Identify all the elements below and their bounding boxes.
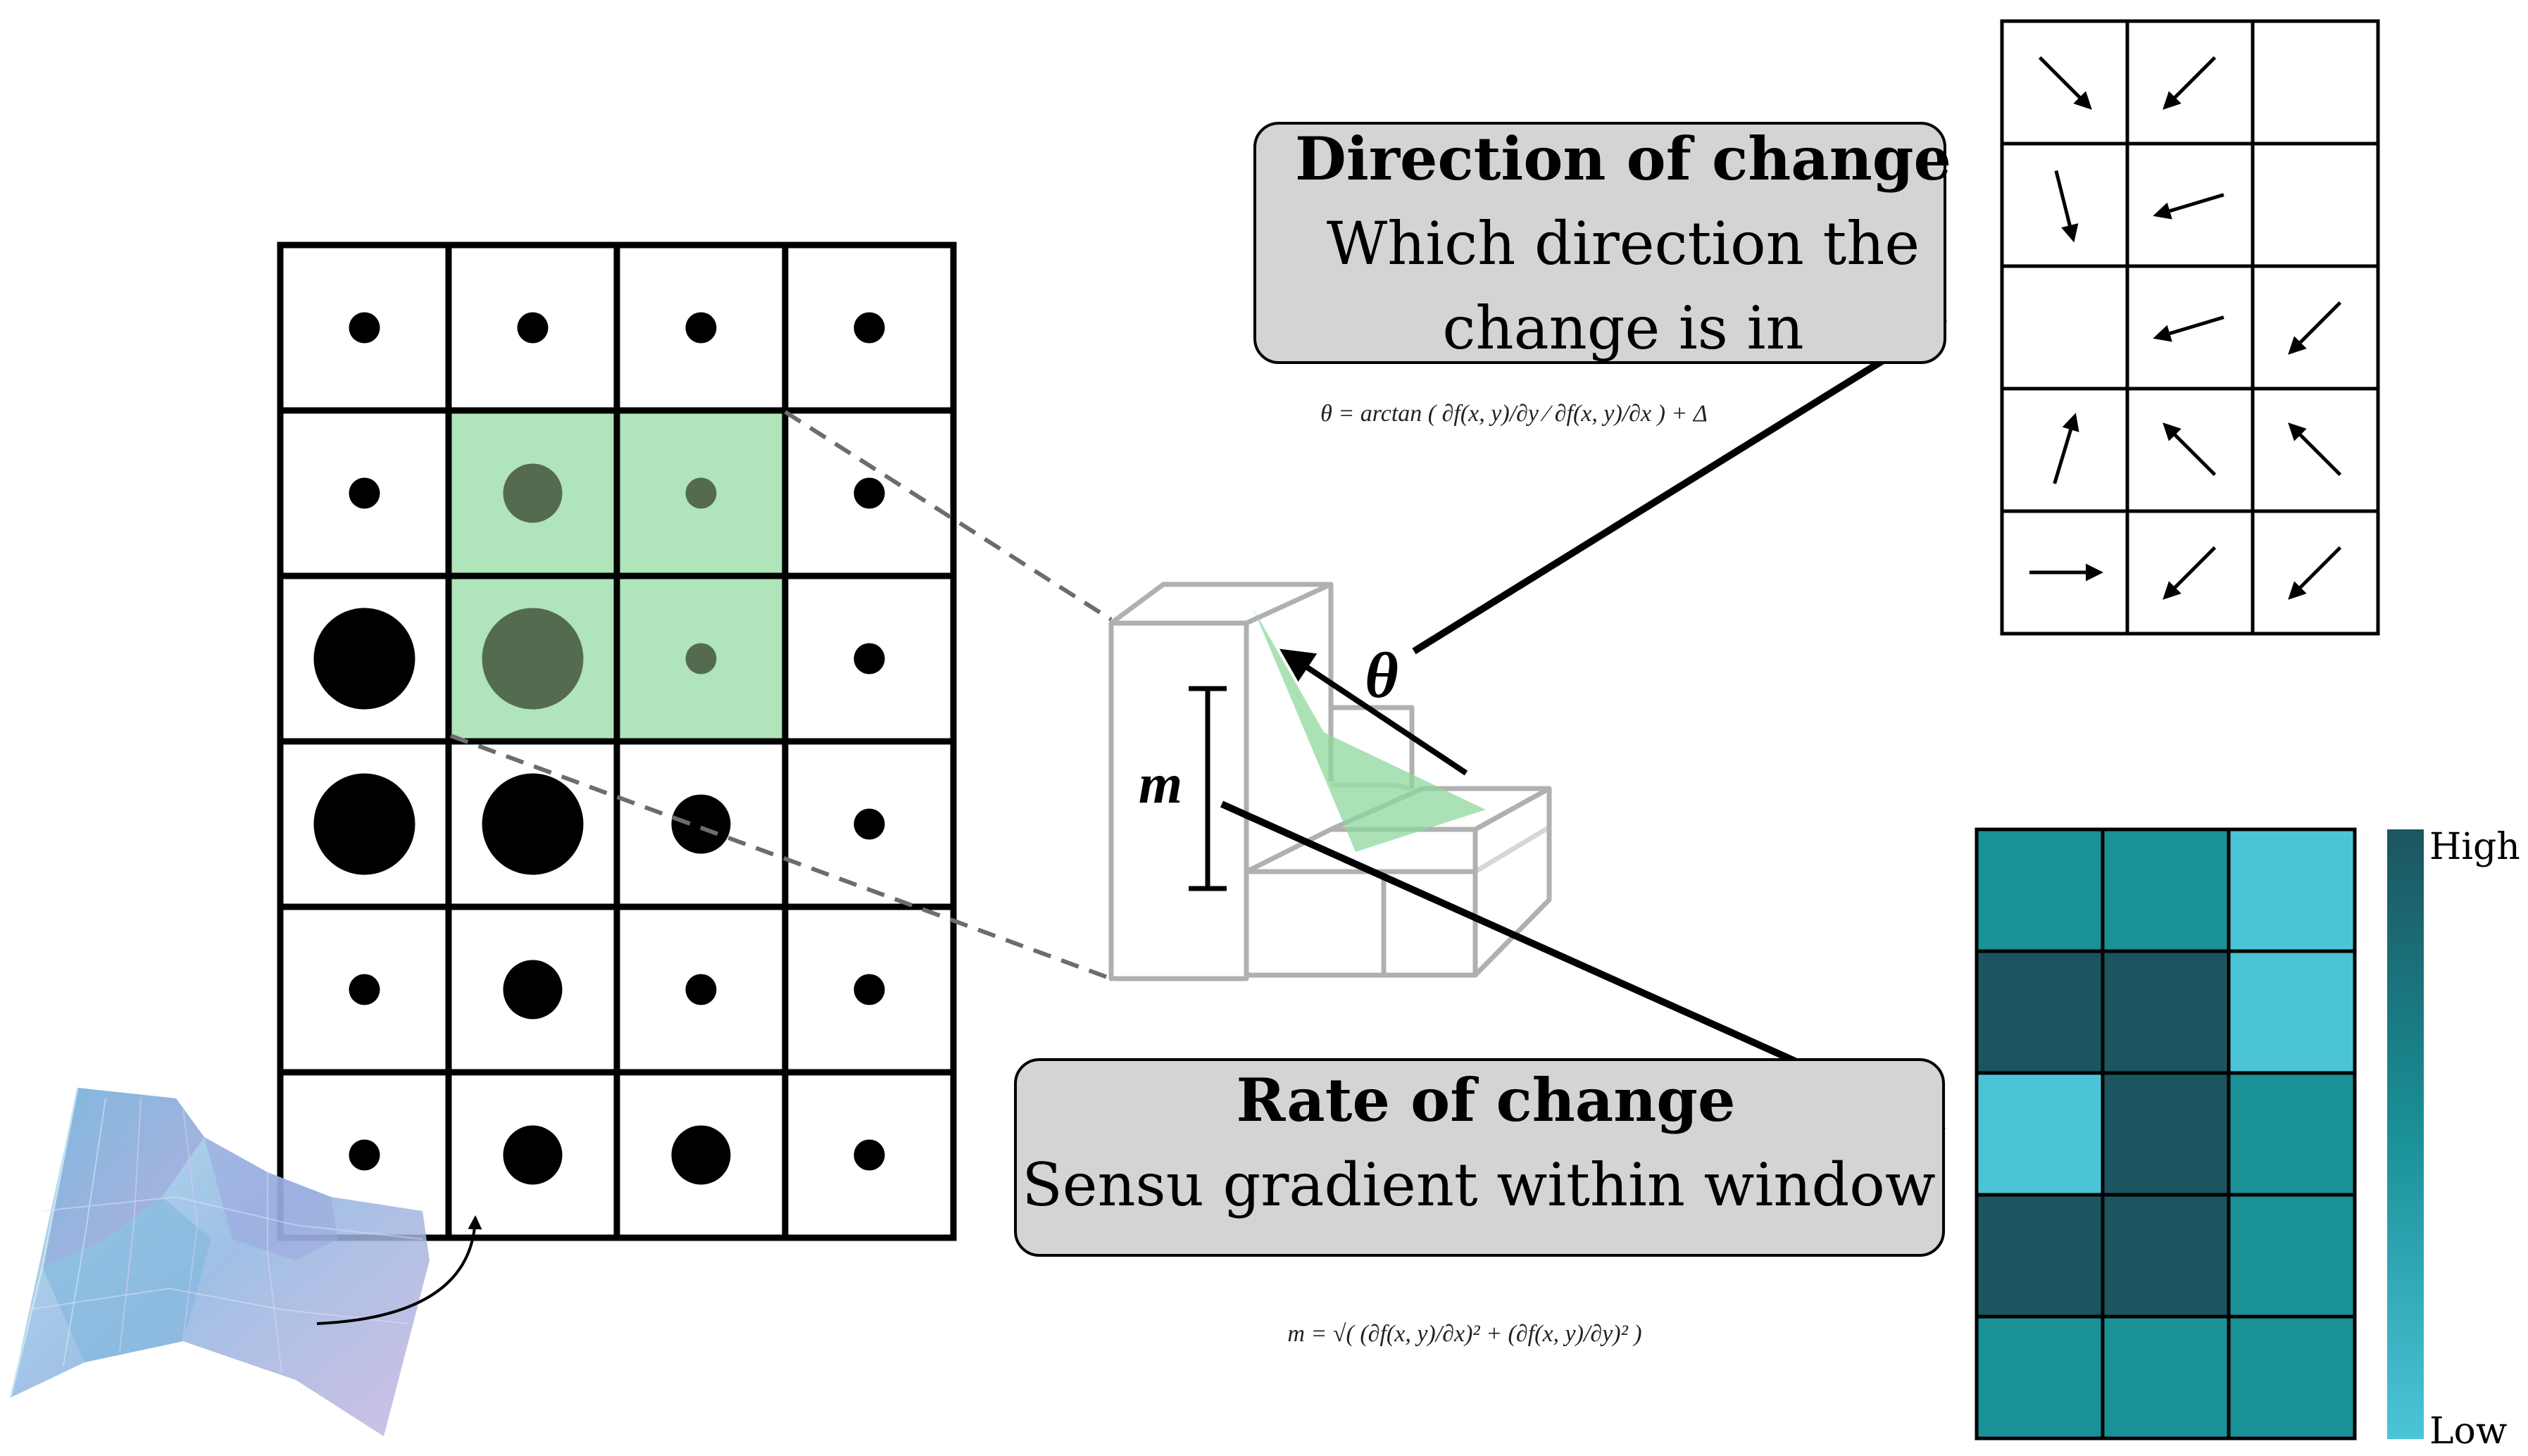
point-dot <box>503 1125 563 1185</box>
rate-box-line-1: Sensu gradient within window <box>1022 1150 1936 1219</box>
direction-arrow-glyph <box>2163 422 2217 477</box>
point-dot <box>482 608 584 710</box>
magnitude-cell <box>2101 1193 2231 1319</box>
point-dot <box>685 477 717 509</box>
magnitude-cell <box>2227 827 2357 953</box>
direction-box: Direction of change Which direction the … <box>1253 122 1951 364</box>
point-dot <box>853 808 885 840</box>
point-dot <box>685 643 717 674</box>
direction-arrow-glyph <box>2153 193 2224 220</box>
m-scale-bar <box>1189 686 1227 891</box>
point-dot <box>671 1125 731 1185</box>
surface-illustration <box>9 1087 482 1436</box>
magnitude-cell <box>2101 949 2231 1075</box>
direction-cell <box>2000 264 2129 391</box>
m-label: m <box>1139 753 1182 815</box>
direction-arrow-glyph <box>2153 315 2224 342</box>
direction-arrow-glyph <box>2288 301 2342 355</box>
point-dot <box>685 974 717 1005</box>
direction-arrow-glyph <box>2053 413 2079 484</box>
direction-arrow-glyph <box>2163 56 2217 110</box>
point-grid <box>277 241 957 1241</box>
magnitude-grid <box>1975 827 2357 1441</box>
direction-cell <box>2251 142 2380 268</box>
magnitude-cell <box>1975 1071 2105 1197</box>
point-dot <box>313 773 415 875</box>
direction-box-line-1: Which direction the <box>1327 209 1920 278</box>
gradient-vector-arrow <box>1279 648 1468 776</box>
point-dot <box>853 477 885 509</box>
direction-box-line-2: change is in <box>1442 294 1803 363</box>
point-dot <box>853 312 885 344</box>
point-dot <box>503 960 563 1019</box>
point-dot <box>685 312 717 344</box>
magnitude-cell <box>1975 949 2105 1075</box>
magnitude-cell <box>2101 827 2231 953</box>
theta-formula: θ = arctan ( ∂f(x, y)/∂y ⁄ ∂f(x, y)/∂x )… <box>1320 401 1708 427</box>
magnitude-cell <box>2227 1071 2357 1197</box>
direction-cell <box>2251 509 2380 636</box>
direction-box-title: Direction of change <box>1295 124 1951 194</box>
grid-cell <box>782 1069 957 1241</box>
point-dot <box>349 1139 380 1171</box>
magnitude-cell <box>1975 1193 2105 1319</box>
direction-grid <box>2000 19 2380 636</box>
direction-arrow-glyph <box>2288 546 2342 600</box>
m-formula: m = √( (∂f(x, y)/∂x)² + (∂f(x, y)/∂y)² ) <box>1287 1321 1641 1347</box>
direction-arrow-glyph <box>2288 422 2342 477</box>
point-dot <box>517 312 549 344</box>
magnitude-cell <box>1975 827 2105 953</box>
direction-arrow <box>1412 320 1948 655</box>
direction-cell <box>2251 19 2380 146</box>
theta-label: θ <box>1365 639 1398 711</box>
point-dot <box>671 794 731 854</box>
colorbar-high-label: High <box>2429 826 2520 868</box>
magnitude-cell <box>2227 1193 2357 1319</box>
point-dot <box>853 643 885 674</box>
colorbar: High Low <box>2387 826 2520 1452</box>
magnitude-cell <box>2227 949 2357 1075</box>
rate-box: Rate of change Sensu gradient within win… <box>1014 1058 1945 1257</box>
direction-arrow-glyph <box>2163 546 2217 600</box>
point-dot <box>853 1139 885 1171</box>
point-dot <box>482 773 584 875</box>
magnitude-cell <box>2227 1314 2357 1441</box>
direction-arrow-glyph <box>2038 56 2092 110</box>
magnitude-cell <box>2101 1071 2231 1197</box>
point-dot <box>503 463 563 523</box>
colorbar-low-label: Low <box>2429 1410 2507 1452</box>
point-dot <box>313 608 415 710</box>
rate-box-title: Rate of change <box>1237 1065 1736 1135</box>
magnitude-cell <box>2101 1314 2231 1441</box>
zoom-guides <box>449 410 1113 981</box>
point-dot <box>349 477 380 509</box>
point-dot <box>853 974 885 1005</box>
point-dot <box>349 312 380 344</box>
magnitude-cell <box>1975 1314 2105 1441</box>
direction-arrow-glyph <box>2054 170 2079 243</box>
point-dot <box>349 974 380 1005</box>
